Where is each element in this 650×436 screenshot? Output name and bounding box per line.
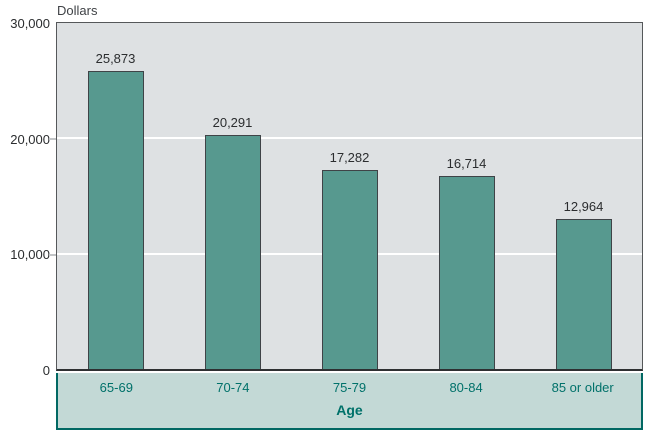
bar-value-label: 12,964: [563, 199, 604, 215]
x-category-label: 65-69: [99, 380, 133, 395]
x-category-label: 80-84: [449, 380, 483, 395]
y-tick-mark-20000: [49, 138, 56, 140]
y-tick-20000: 20,000: [10, 132, 50, 147]
bar-slot: 16,714: [408, 23, 525, 369]
bar: [438, 176, 495, 369]
bar-value-label: 25,873: [95, 50, 136, 66]
y-axis-title: Dollars: [57, 3, 98, 18]
bar-slot: 20,291: [174, 23, 291, 369]
plot-area: 25,873 20,291 17,282 16,714 12,964: [56, 22, 643, 371]
bar-slot: 25,873: [57, 23, 174, 369]
bar: [87, 70, 144, 369]
x-category-label: 85 or older: [551, 380, 614, 395]
bar-slot: 12,964: [525, 23, 642, 369]
bar-slot: 17,282: [291, 23, 408, 369]
y-tick-0: 0: [42, 363, 50, 378]
y-tick-30000: 30,000: [10, 16, 50, 31]
x-category-row: 65-69 70-74 75-79 80-84 85 or older: [58, 380, 641, 395]
bar-value-label: 20,291: [212, 114, 253, 130]
gridline-20000: [57, 137, 642, 140]
bar-value-label: 16,714: [446, 156, 487, 172]
bars-row: 25,873 20,291 17,282 16,714 12,964: [57, 23, 642, 369]
bar: [321, 169, 378, 369]
bar-value-label: 17,282: [329, 149, 370, 165]
bar: [555, 219, 612, 369]
x-category-label: 70-74: [216, 380, 250, 395]
y-tick-10000: 10,000: [10, 247, 50, 262]
y-tick-mark-10000: [49, 254, 56, 256]
bar: [204, 134, 261, 369]
x-axis-band: 65-69 70-74 75-79 80-84 85 or older Age: [56, 373, 643, 430]
x-axis-title: Age: [336, 402, 363, 418]
x-category-label: 75-79: [332, 380, 367, 395]
